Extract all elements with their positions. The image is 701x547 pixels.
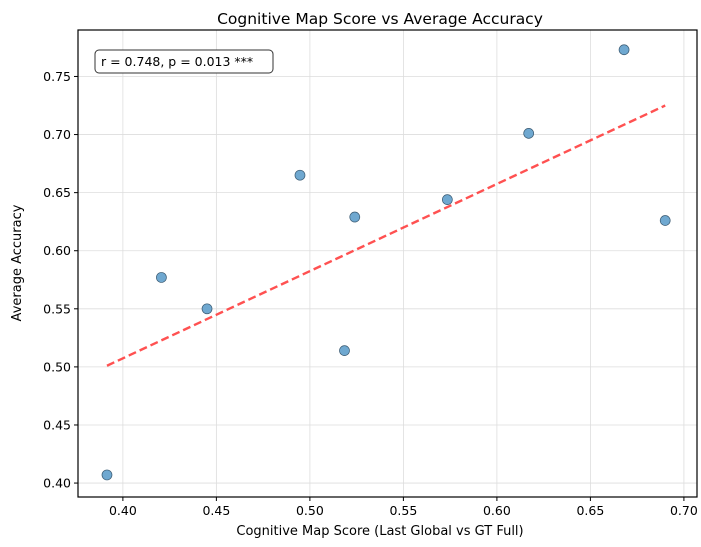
y-tick-label: 0.75 (43, 69, 71, 84)
x-tick-label: 0.65 (576, 503, 604, 518)
x-tick-label: 0.45 (202, 503, 230, 518)
x-tick-label: 0.60 (483, 503, 511, 518)
data-point (349, 211, 361, 223)
data-point (201, 303, 213, 315)
y-tick-label: 0.50 (43, 359, 71, 374)
chart-title: Cognitive Map Score vs Average Accuracy (217, 10, 543, 28)
x-tick-label: 0.40 (109, 503, 137, 518)
plot-frame (77, 29, 698, 498)
data-point (441, 194, 453, 205)
data-point (101, 469, 113, 481)
y-tick-label: 0.55 (43, 301, 71, 316)
data-point (156, 272, 167, 283)
y-tick-label: 0.70 (43, 127, 71, 142)
data-point (339, 345, 350, 356)
data-point (618, 44, 630, 56)
annotation-box (94, 49, 274, 74)
y-tick-label: 0.65 (43, 185, 71, 200)
data-point (294, 169, 306, 181)
x-tick-label: 0.70 (670, 503, 698, 518)
trendline (106, 104, 666, 367)
x-axis-label: Cognitive Map Score (Last Global vs GT F… (236, 524, 523, 539)
data-point (523, 128, 535, 139)
data-point (659, 215, 671, 226)
correlation-annotation: r = 0.748, p = 0.013 *** (101, 54, 253, 69)
y-tick-label: 0.45 (43, 417, 71, 432)
x-tick-label: 0.50 (296, 503, 324, 518)
x-tick-label: 0.55 (389, 503, 417, 518)
y-tick-label: 0.60 (43, 243, 71, 258)
y-tick-label: 0.40 (43, 476, 71, 491)
y-axis-label: Average Accuracy (10, 204, 25, 321)
